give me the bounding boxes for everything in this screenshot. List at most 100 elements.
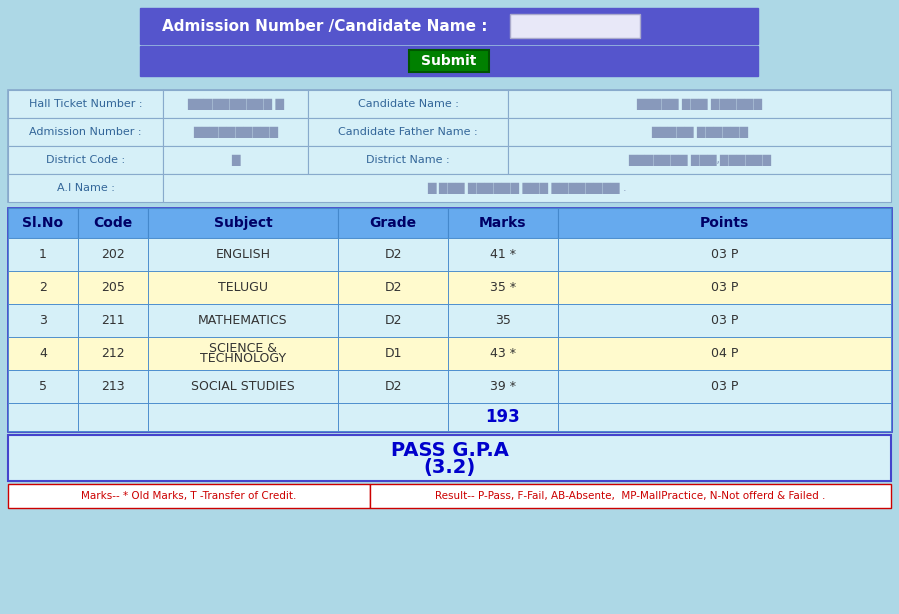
Bar [448, 271, 558, 304]
Text: Subject: Subject [214, 216, 272, 230]
Bar [508, 146, 891, 174]
Text: Code: Code [93, 216, 133, 230]
Text: 211: 211 [102, 314, 125, 327]
Bar [8, 238, 78, 271]
Text: D2: D2 [384, 314, 402, 327]
Text: 03 P: 03 P [711, 281, 738, 294]
Text: TELUGU: TELUGU [218, 281, 268, 294]
Bar [163, 146, 308, 174]
Text: 3: 3 [39, 314, 47, 327]
Bar [448, 337, 558, 370]
Bar [308, 118, 508, 146]
Bar [148, 271, 338, 304]
Bar [148, 337, 338, 370]
Text: █████ ███ ██████: █████ ███ ██████ [636, 98, 762, 110]
Bar [409, 50, 489, 72]
Text: 213: 213 [102, 380, 125, 393]
Bar [508, 118, 891, 146]
Bar [8, 118, 163, 146]
Text: 41 *: 41 * [490, 248, 516, 261]
Bar [8, 90, 891, 202]
Bar [148, 304, 338, 337]
Text: Admission Number :: Admission Number : [30, 127, 142, 137]
Text: TECHNOLOGY: TECHNOLOGY [200, 352, 286, 365]
Text: █ ███ ██████ ███ ████████ .: █ ███ ██████ ███ ████████ . [427, 182, 627, 193]
Bar [448, 208, 558, 238]
Text: 1: 1 [39, 248, 47, 261]
Bar [448, 370, 558, 403]
Text: Admission Number /Candidate Name :: Admission Number /Candidate Name : [162, 18, 488, 34]
Text: District Name :: District Name : [366, 155, 450, 165]
Bar [338, 271, 448, 304]
Bar [338, 238, 448, 271]
Text: 03 P: 03 P [711, 380, 738, 393]
Text: 04 P: 04 P [711, 347, 738, 360]
Text: 35 *: 35 * [490, 281, 516, 294]
Text: Result-- P-Pass, F-Fail, AB-Absente,  MP-MallPractice, N-Not offerd & Failed .: Result-- P-Pass, F-Fail, AB-Absente, MP-… [435, 491, 825, 501]
Text: 2: 2 [39, 281, 47, 294]
Text: ██████████ █: ██████████ █ [187, 98, 284, 110]
Bar [8, 435, 891, 481]
Bar [448, 238, 558, 271]
Bar [148, 370, 338, 403]
Text: 205: 205 [101, 281, 125, 294]
Bar [8, 304, 78, 337]
Text: Candidate Father Name :: Candidate Father Name : [338, 127, 477, 137]
Text: 5: 5 [39, 380, 47, 393]
Text: Candidate Name :: Candidate Name : [358, 99, 458, 109]
Text: Points: Points [700, 216, 749, 230]
Bar [558, 208, 891, 238]
Text: District Code :: District Code : [46, 155, 125, 165]
Text: ENGLISH: ENGLISH [216, 248, 271, 261]
Bar [558, 271, 891, 304]
Text: MATHEMATICS: MATHEMATICS [198, 314, 288, 327]
Text: 212: 212 [102, 347, 125, 360]
Bar [8, 337, 78, 370]
Text: █: █ [231, 154, 240, 166]
Text: D1: D1 [384, 347, 402, 360]
Bar [448, 403, 558, 431]
Bar [148, 238, 338, 271]
Text: 4: 4 [39, 347, 47, 360]
Bar [163, 90, 308, 118]
Text: █████ ██████: █████ ██████ [651, 126, 748, 138]
Text: ███████ ███,██████: ███████ ███,██████ [628, 154, 771, 166]
Text: D2: D2 [384, 380, 402, 393]
Bar [148, 208, 338, 238]
Bar [558, 403, 891, 431]
Text: Hall Ticket Number :: Hall Ticket Number : [29, 99, 142, 109]
Bar [338, 337, 448, 370]
Bar [8, 208, 78, 238]
Text: A.I Name :: A.I Name : [57, 183, 114, 193]
Bar [78, 238, 148, 271]
Bar [8, 174, 163, 202]
Text: Marks: Marks [479, 216, 527, 230]
Bar [140, 8, 758, 44]
Bar [163, 118, 308, 146]
Bar [308, 90, 508, 118]
Text: Sl.No: Sl.No [22, 216, 64, 230]
Bar [163, 174, 891, 202]
Text: 43 *: 43 * [490, 347, 516, 360]
Bar [8, 90, 163, 118]
Bar [370, 484, 891, 508]
Bar [510, 14, 640, 38]
Bar [308, 146, 508, 174]
Bar [558, 370, 891, 403]
Bar [78, 337, 148, 370]
Bar [338, 403, 448, 431]
Text: Marks-- * Old Marks, T -Transfer of Credit.: Marks-- * Old Marks, T -Transfer of Cred… [81, 491, 297, 501]
Text: 193: 193 [485, 408, 521, 426]
Bar [448, 304, 558, 337]
Bar [338, 370, 448, 403]
Text: PASS G.P.A: PASS G.P.A [390, 440, 509, 459]
Bar [78, 403, 148, 431]
Bar [148, 403, 338, 431]
Bar [78, 370, 148, 403]
Bar [8, 484, 370, 508]
Text: D2: D2 [384, 248, 402, 261]
Bar [508, 90, 891, 118]
Text: (3.2): (3.2) [423, 459, 476, 478]
Bar [78, 271, 148, 304]
Bar [8, 271, 78, 304]
